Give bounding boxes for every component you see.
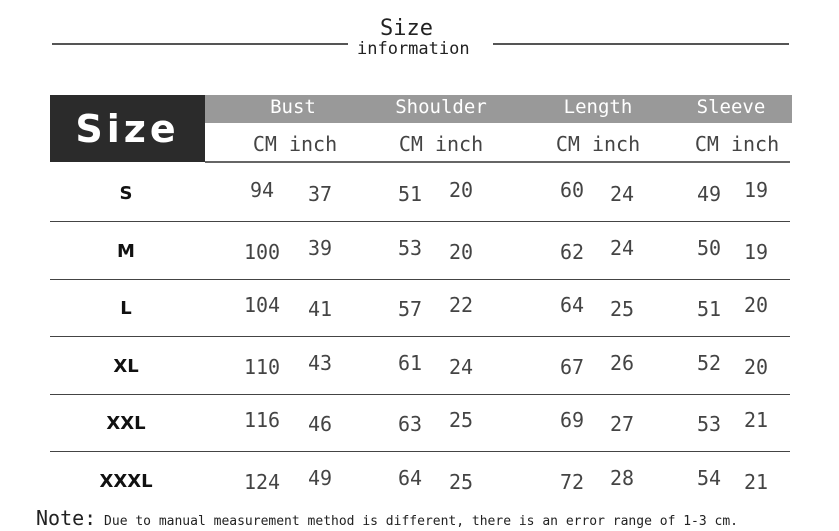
- title-rule-left: [52, 43, 348, 45]
- length-inch-value: 27: [609, 412, 635, 436]
- units-shoulder: CM inch: [398, 132, 484, 156]
- length-inch-value: 25: [609, 297, 635, 321]
- sleeve-inch-value: 19: [743, 178, 769, 202]
- column-header-bust: Bust: [270, 96, 316, 118]
- bust-inch-value: 37: [307, 182, 333, 206]
- length-inch-value: 24: [609, 235, 635, 260]
- length-cm-value: 72: [559, 469, 585, 494]
- bust-inch-value: 49: [307, 465, 333, 490]
- sleeve-inch-value: 19: [743, 239, 769, 264]
- shoulder-inch-value: 20: [448, 239, 474, 264]
- table-row: L 104 41 57 22 64 25 51 20: [50, 278, 790, 337]
- sleeve-inch-value: 20: [743, 293, 769, 317]
- shoulder-cm-value: 61: [397, 350, 423, 375]
- shoulder-inch-value: 24: [448, 354, 474, 379]
- bust-cm-value: 100: [243, 239, 281, 264]
- table-row: M 100 39 53 20 62 24 50 19: [50, 221, 790, 280]
- sleeve-cm-value: 50: [696, 235, 722, 260]
- length-cm-value: 67: [559, 354, 585, 379]
- bust-cm-value: 94: [249, 178, 275, 202]
- shoulder-cm-value: 64: [397, 465, 423, 490]
- size-label: XXL: [106, 413, 146, 434]
- title-rule-right: [493, 43, 789, 45]
- shoulder-inch-value: 22: [448, 293, 474, 317]
- shoulder-cm-value: 51: [397, 182, 423, 206]
- length-cm-value: 62: [559, 239, 585, 264]
- bust-cm-value: 110: [243, 354, 281, 379]
- column-header-sleeve: Sleeve: [696, 96, 766, 118]
- header-divider: [205, 161, 790, 163]
- size-label: S: [119, 183, 133, 204]
- size-label: XXXL: [99, 470, 153, 492]
- units-sleeve: CM inch: [694, 132, 780, 156]
- table-row: XL 110 43 61 24 67 26 52 20: [50, 336, 790, 395]
- size-label: XL: [113, 355, 139, 377]
- length-cm-value: 64: [559, 293, 585, 317]
- units-bust: CM inch: [252, 132, 338, 156]
- length-inch-value: 24: [609, 182, 635, 206]
- sleeve-inch-value: 21: [743, 408, 769, 432]
- units-length: CM inch: [555, 132, 641, 156]
- header-bar: [205, 95, 792, 123]
- sleeve-cm-value: 49: [696, 182, 722, 206]
- size-label: L: [120, 298, 132, 319]
- bust-inch-value: 41: [307, 297, 333, 321]
- length-cm-value: 60: [559, 178, 585, 202]
- bust-inch-value: 39: [307, 235, 333, 260]
- table-row: S 94 37 51 20 60 24 49 19: [50, 163, 790, 222]
- shoulder-cm-value: 53: [397, 235, 423, 260]
- shoulder-inch-value: 25: [448, 469, 474, 494]
- length-cm-value: 69: [559, 408, 585, 432]
- shoulder-cm-value: 57: [397, 297, 423, 321]
- title-main: Size: [380, 16, 433, 41]
- sleeve-cm-value: 52: [696, 350, 722, 375]
- size-corner-header: Size: [50, 95, 205, 162]
- note-text: Due to manual measurement method is diff…: [96, 514, 739, 529]
- title-sub: information: [357, 39, 470, 59]
- size-label: M: [117, 240, 135, 262]
- table-row: XXXL 124 49 64 25 72 28 54 21: [50, 451, 790, 509]
- sleeve-inch-value: 21: [743, 469, 769, 494]
- length-inch-value: 26: [609, 350, 635, 375]
- shoulder-inch-value: 20: [448, 178, 474, 202]
- length-inch-value: 28: [609, 465, 635, 490]
- note-label: Note:: [36, 506, 97, 530]
- sleeve-cm-value: 54: [696, 465, 722, 490]
- shoulder-inch-value: 25: [448, 408, 474, 432]
- column-header-length: Length: [563, 96, 633, 118]
- bust-inch-value: 43: [307, 350, 333, 375]
- bust-inch-value: 46: [307, 412, 333, 436]
- table-row: XXL 116 46 63 25 69 27 53 21: [50, 393, 790, 452]
- note: Note: Due to manual measurement method i…: [36, 506, 738, 530]
- column-header-shoulder: Shoulder: [395, 96, 487, 118]
- bust-cm-value: 104: [243, 293, 281, 317]
- sleeve-cm-value: 51: [696, 297, 722, 321]
- sleeve-cm-value: 53: [696, 412, 722, 436]
- bust-cm-value: 116: [243, 408, 281, 432]
- shoulder-cm-value: 63: [397, 412, 423, 436]
- bust-cm-value: 124: [243, 469, 281, 494]
- sleeve-inch-value: 20: [743, 354, 769, 379]
